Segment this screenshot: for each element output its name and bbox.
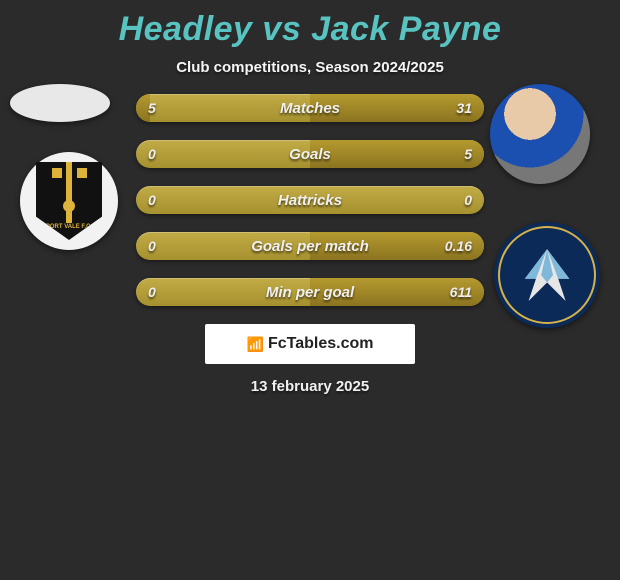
stat-label: Matches	[136, 94, 484, 122]
stat-label: Min per goal	[136, 278, 484, 306]
stat-row: 05Goals	[136, 140, 484, 168]
stat-bars: 531Matches 05Goals 00Hattricks 00.16Goals p…	[136, 94, 484, 306]
club-crest-left: PORT VALE F.C.	[20, 152, 118, 250]
player-left-avatar	[10, 84, 110, 122]
stat-label: Goals	[136, 140, 484, 168]
player-right-avatar	[490, 84, 590, 184]
stat-row: 531Matches	[136, 94, 484, 122]
subtitle: Club competitions, Season 2024/2025	[0, 59, 620, 76]
date-label: 13 february 2025	[0, 378, 620, 395]
fctables-logo: 📶 FcTables.com	[205, 324, 415, 364]
stat-row: 00.16Goals per match	[136, 232, 484, 260]
stat-row: 0611Min per goal	[136, 278, 484, 306]
page-title: Headley vs Jack Payne	[0, 0, 620, 49]
stat-row: 00Hattricks	[136, 186, 484, 214]
club-crest-right	[494, 222, 600, 328]
comparison-panel: PORT VALE F.C. 531Matches 05Goals 00Hattri…	[0, 94, 620, 395]
stat-label: Goals per match	[136, 232, 484, 260]
stat-label: Hattricks	[136, 186, 484, 214]
chart-icon: 📶	[247, 336, 264, 353]
brand-text: FcTables.com	[268, 335, 374, 353]
